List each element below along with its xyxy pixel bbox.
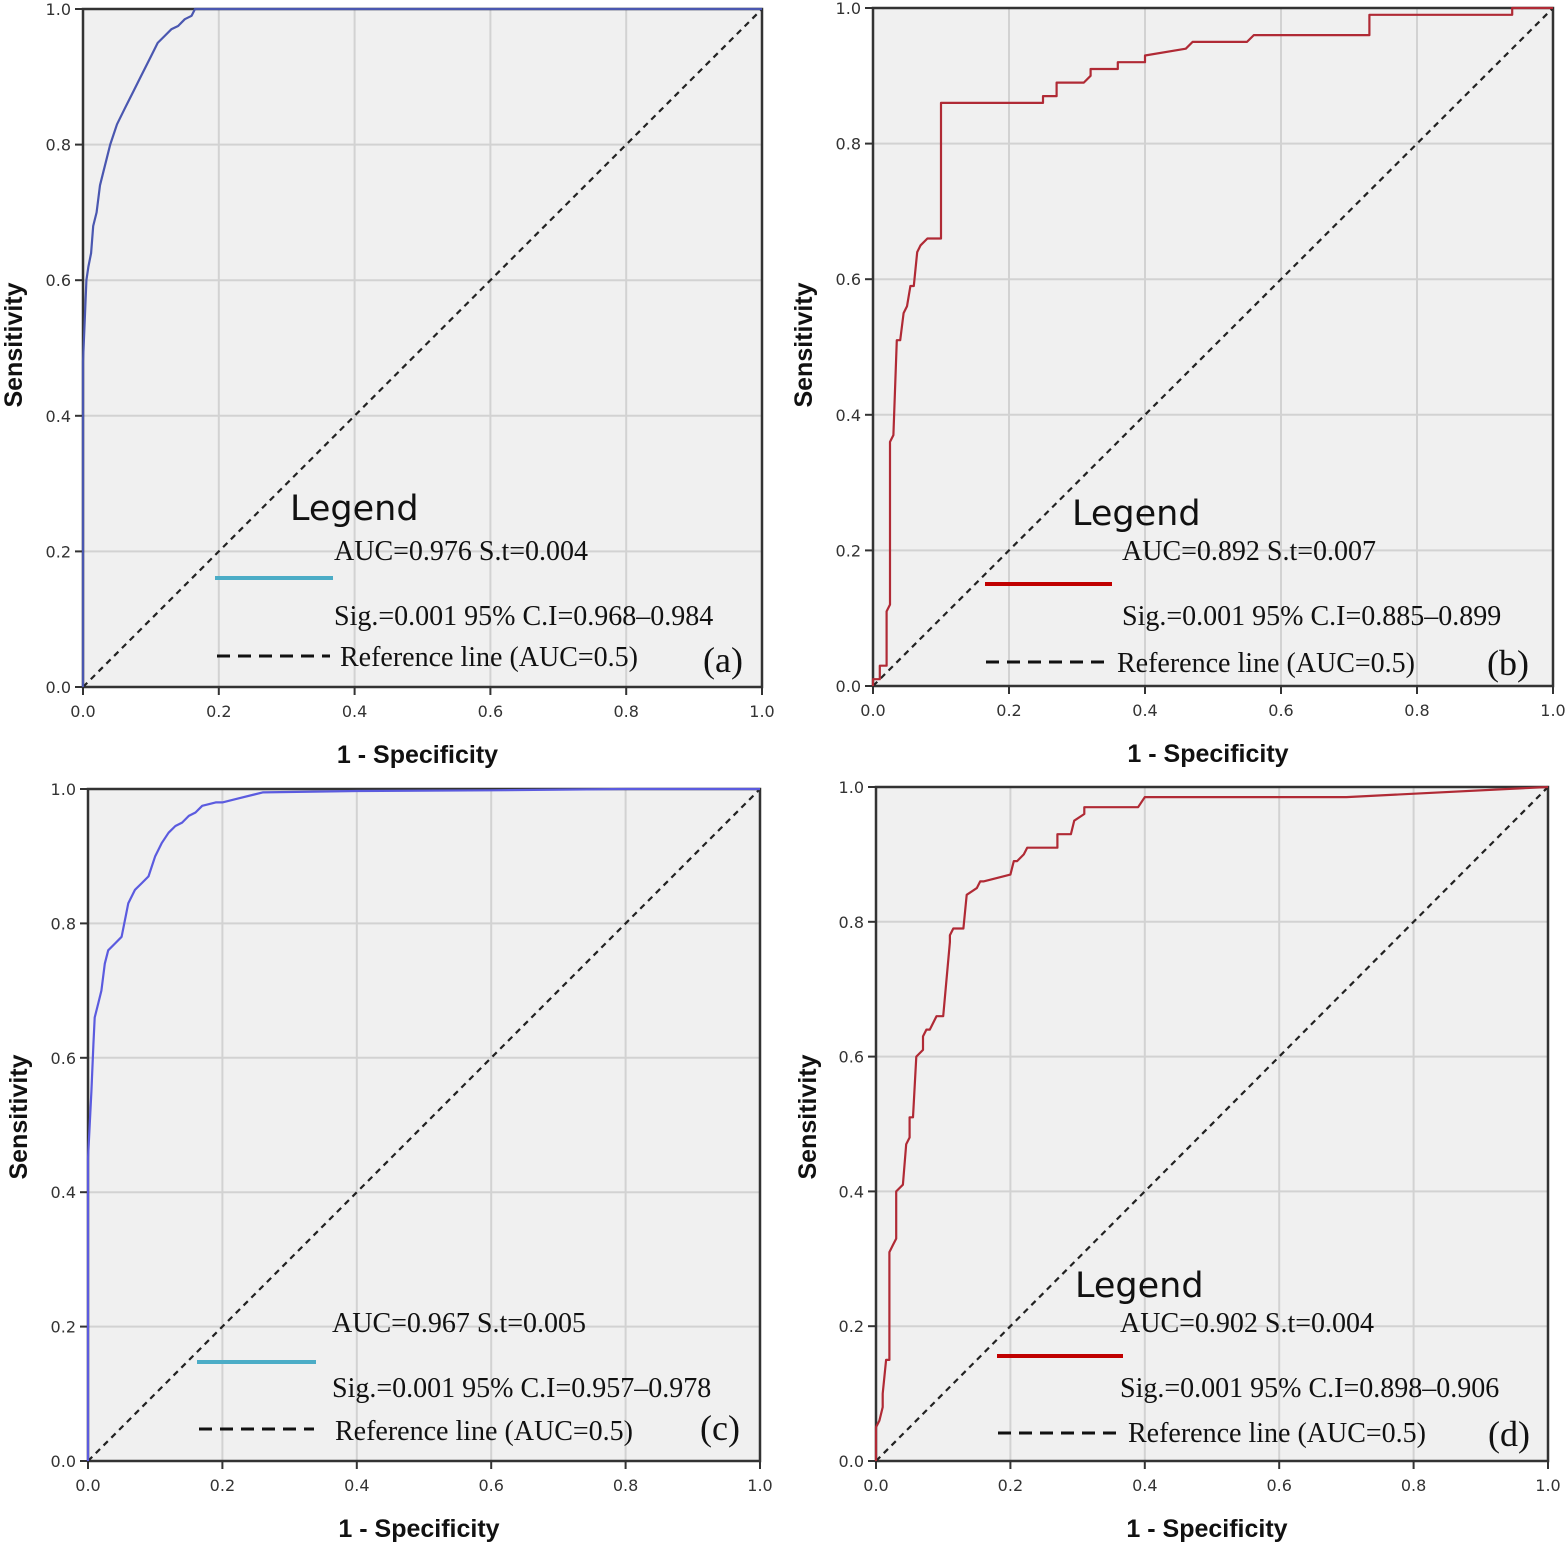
y-tick-label: 0.0 xyxy=(836,677,861,696)
legend-sig-ci: Sig.=0.001 95% C.I=0.885–0.899 xyxy=(1122,601,1501,632)
y-tick-label: 1.0 xyxy=(46,0,71,19)
legend-title: Legend xyxy=(1072,494,1201,534)
roc-panel-b: 0.0 0.2 0.4 0.6 0.8 1.0 0.0 0.2 0.4 0.6 0.8 1.0 1 - … xyxy=(790,0,1566,772)
reference-line xyxy=(82,8,763,688)
legend-sig-ci: Sig.=0.001 95% C.I=0.898–0.906 xyxy=(1120,1373,1499,1404)
y-axis-title: Sensitivity xyxy=(5,1054,33,1179)
y-tick-label: 0.2 xyxy=(836,541,861,560)
legend-auc-stats: AUC=0.967 S.t=0.005 xyxy=(332,1308,586,1339)
y-tick-label: 0.4 xyxy=(46,407,71,426)
x-tick-label: 0.0 xyxy=(863,1476,888,1495)
y-tick-label: 0.4 xyxy=(839,1182,864,1201)
x-axis-title: 1 - Specificity xyxy=(338,1515,499,1543)
legend-reference-label: Reference line (AUC=0.5) xyxy=(335,1416,633,1447)
x-axis-title: 1 - Specificity xyxy=(337,741,498,769)
plot-frame xyxy=(871,6,1555,688)
y-tick-label: 1.0 xyxy=(839,778,864,797)
x-tick-label: 0.8 xyxy=(1404,701,1429,720)
y-tick-label: 0.2 xyxy=(46,542,71,561)
panel-label: (b) xyxy=(1487,643,1529,683)
y-tick-label: 0.6 xyxy=(51,1049,76,1068)
y-tick-label: 0.6 xyxy=(839,1048,864,1067)
panel-label: (d) xyxy=(1488,1414,1530,1454)
roc-chart-b: 0.0 0.2 0.4 0.6 0.8 1.0 0.0 0.2 0.4 0.6 0.8 1.0 1 - … xyxy=(790,0,1566,768)
x-tick-label: 0.6 xyxy=(1266,1476,1291,1495)
x-tick-label: 0.4 xyxy=(1132,1476,1157,1495)
y-tick-label: 1.0 xyxy=(51,780,76,799)
x-tick-label: 0.2 xyxy=(998,1476,1023,1495)
x-tick-label: 0.4 xyxy=(1132,701,1157,720)
x-tick-label: 1.0 xyxy=(749,702,774,721)
roc-curve xyxy=(874,785,1549,1461)
x-tick-label: 0.0 xyxy=(860,701,885,720)
legend-sig-ci: Sig.=0.001 95% C.I=0.968–0.984 xyxy=(334,601,713,632)
x-tick-label: 0.6 xyxy=(1268,701,1293,720)
x-axis-title: 1 - Specificity xyxy=(1127,740,1288,768)
y-tick-label: 0.8 xyxy=(839,913,864,932)
plot-frame xyxy=(874,785,1550,1463)
roc-panel-a: 0.0 0.2 0.4 0.6 0.8 1.0 0.0 0.2 0.4 0.6 0.8 1.0 1 - … xyxy=(0,0,783,772)
x-tick-label: 0.2 xyxy=(206,702,231,721)
y-axis-title: Sensitivity xyxy=(0,282,28,407)
x-tick-label: 0.6 xyxy=(478,1476,503,1495)
y-tick-label: 0.2 xyxy=(839,1317,864,1336)
x-axis-title: 1 - Specificity xyxy=(1126,1515,1287,1543)
x-tick-label: 0.8 xyxy=(1401,1476,1426,1495)
x-tick-label: 0.8 xyxy=(613,702,638,721)
legend-sig-ci: Sig.=0.001 95% C.I=0.957–0.978 xyxy=(332,1373,711,1404)
y-tick-label: 0.6 xyxy=(836,270,861,289)
y-tick-label: 0.4 xyxy=(836,406,861,425)
roc-curve xyxy=(86,787,760,1461)
y-tick-label: 0.8 xyxy=(46,136,71,155)
x-tick-label: 0.2 xyxy=(996,701,1021,720)
plot-area xyxy=(873,8,1553,686)
y-tick-label: 0.8 xyxy=(51,914,76,933)
reference-line xyxy=(875,786,1549,1462)
roc-chart-c: 0.0 0.2 0.4 0.6 0.8 1.0 0.0 0.2 0.4 0.6 0.8 1.0 1 - … xyxy=(5,780,773,1543)
x-tick-label: 0.4 xyxy=(344,1476,369,1495)
legend-reference-label: Reference line (AUC=0.5) xyxy=(340,642,638,673)
roc-panel-d: 0.0 0.2 0.4 0.6 0.8 1.0 0.0 0.2 0.4 0.6 0.8 1.0 1 - … xyxy=(790,772,1566,1544)
roc-chart-a: 0.0 0.2 0.4 0.6 0.8 1.0 0.0 0.2 0.4 0.6 0.8 1.0 1 - … xyxy=(0,0,775,769)
roc-curve xyxy=(81,7,762,687)
y-axis-title: Sensitivity xyxy=(790,282,818,407)
x-tick-label: 0.8 xyxy=(613,1476,638,1495)
legend-title: Legend xyxy=(1075,1266,1204,1306)
legend-auc-stats: AUC=0.902 S.t=0.004 xyxy=(1120,1308,1374,1339)
x-tick-label: 1.0 xyxy=(1540,701,1565,720)
y-tick-label: 0.0 xyxy=(46,678,71,697)
legend-auc-stats: AUC=0.976 S.t=0.004 xyxy=(334,536,588,567)
x-tick-label: 1.0 xyxy=(747,1476,772,1495)
y-tick-label: 0.0 xyxy=(51,1452,76,1471)
x-tick-label: 0.0 xyxy=(75,1476,100,1495)
y-axis-title: Sensitivity xyxy=(794,1054,822,1179)
y-tick-label: 0.4 xyxy=(51,1183,76,1202)
plot-frame xyxy=(86,787,762,1463)
legend-title: Legend xyxy=(290,489,419,529)
legend-reference-label: Reference line (AUC=0.5) xyxy=(1128,1418,1426,1449)
legend-reference-label: Reference line (AUC=0.5) xyxy=(1117,648,1415,679)
x-tick-label: 0.0 xyxy=(70,702,95,721)
y-tick-label: 0.2 xyxy=(51,1318,76,1337)
roc-curve xyxy=(871,6,1553,686)
roc-panel-c: 0.0 0.2 0.4 0.6 0.8 1.0 0.0 0.2 0.4 0.6 0.8 1.0 1 - … xyxy=(0,772,783,1544)
panel-label: (c) xyxy=(700,1408,740,1448)
reference-line xyxy=(87,788,761,1462)
legend-auc-stats: AUC=0.892 S.t=0.007 xyxy=(1122,536,1376,567)
x-tick-label: 0.4 xyxy=(342,702,367,721)
x-tick-label: 0.2 xyxy=(210,1476,235,1495)
panel-label: (a) xyxy=(703,640,743,680)
y-tick-label: 0.6 xyxy=(46,271,71,290)
y-tick-label: 0.8 xyxy=(836,135,861,154)
y-tick-label: 1.0 xyxy=(836,0,861,18)
x-tick-label: 1.0 xyxy=(1535,1476,1560,1495)
y-tick-label: 0.0 xyxy=(839,1452,864,1471)
x-tick-label: 0.6 xyxy=(478,702,503,721)
roc-chart-d: 0.0 0.2 0.4 0.6 0.8 1.0 0.0 0.2 0.4 0.6 0.8 1.0 1 - … xyxy=(794,778,1561,1543)
